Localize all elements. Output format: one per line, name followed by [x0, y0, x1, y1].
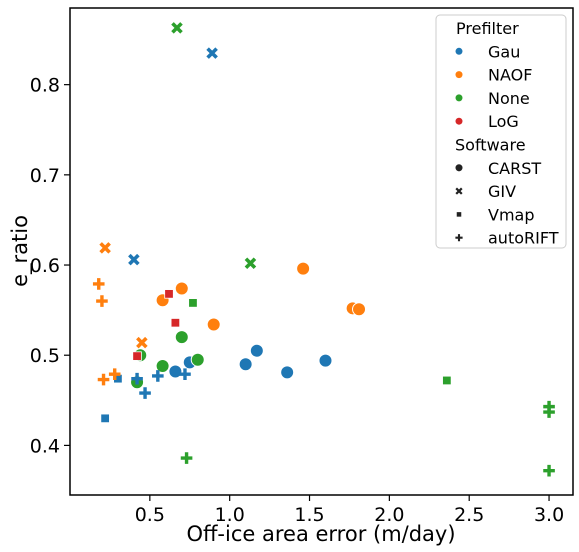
- x-axis-label: Off-ice area error (m/day): [186, 522, 455, 546]
- x-tick-label: 2.0: [374, 504, 404, 526]
- data-point-11: [352, 302, 367, 317]
- points-layer: [92, 22, 555, 477]
- x-axis-ticks: 0.5 1.0 1.5 2.0 2.5 3.0: [135, 495, 564, 526]
- legend-marker-gau: [455, 47, 463, 55]
- legend-label-autorift: autoRIFT: [488, 229, 559, 248]
- data-point-2: [238, 357, 253, 372]
- y-tick-label: 0.6: [30, 255, 60, 277]
- x-tick-label: 2.5: [454, 504, 484, 526]
- y-axis-label: e_ratio: [8, 215, 33, 287]
- data-point-34: [92, 278, 105, 290]
- data-point-25: [188, 298, 198, 308]
- x-tick-label: 1.0: [215, 504, 245, 526]
- data-point-38: [180, 452, 193, 464]
- data-point-29: [170, 318, 181, 328]
- data-point-36: [97, 373, 110, 386]
- legend-marker-none: [455, 94, 463, 102]
- x-tick-label: 3.0: [534, 504, 564, 526]
- data-point-18: [206, 47, 218, 59]
- legend-label-gau: Gau: [488, 42, 520, 61]
- y-tick-label: 0.4: [30, 435, 60, 457]
- y-tick-label: 0.8: [30, 75, 60, 97]
- legend-marker-autorift: [455, 234, 463, 242]
- legend-marker-log: [455, 117, 463, 125]
- data-point-35: [96, 295, 108, 307]
- data-point-19: [99, 242, 111, 254]
- y-axis-ticks: 0.4 0.5 0.6 0.7 0.8: [30, 75, 70, 457]
- legend-marker-giv: [455, 187, 463, 195]
- data-point-7: [174, 281, 189, 296]
- legend-label-giv: GIV: [488, 182, 516, 201]
- data-point-41: [543, 464, 555, 477]
- data-point-9: [296, 261, 311, 276]
- legend-label-naof: NAOF: [488, 66, 532, 85]
- data-point-20: [136, 336, 148, 349]
- legend-label-carst: CARST: [488, 159, 541, 178]
- legend-label-log: LoG: [488, 112, 519, 131]
- legend-items: Prefilter Gau NAOF None LoG Software CARST GIV V…: [454, 19, 559, 248]
- legend-title-prefilter: Prefilter: [456, 19, 519, 38]
- data-point-17: [128, 253, 140, 266]
- legend-marker-naof: [455, 71, 463, 79]
- data-point-31: [139, 387, 151, 399]
- data-point-3: [249, 343, 264, 358]
- data-point-28: [164, 289, 174, 299]
- x-tick-label: 1.5: [294, 504, 324, 526]
- legend-title-software: Software: [455, 136, 526, 155]
- data-point-27: [132, 351, 142, 361]
- data-point-1: [168, 364, 183, 379]
- y-tick-label: 0.5: [30, 345, 60, 367]
- legend: Prefilter Gau NAOF None LoG Software CARST GIV V…: [435, 14, 567, 249]
- data-point-4: [280, 365, 295, 380]
- legend-marker-vmap: [455, 211, 463, 218]
- data-point-14: [155, 359, 170, 374]
- legend-marker-carst: [454, 163, 464, 173]
- data-point-23: [100, 413, 110, 424]
- data-point-26: [442, 375, 452, 386]
- legend-label-none: None: [488, 89, 530, 108]
- data-point-5: [318, 353, 333, 368]
- data-point-8: [206, 317, 221, 332]
- data-point-15: [174, 330, 189, 345]
- data-point-37: [108, 368, 121, 380]
- data-point-40: [543, 406, 555, 418]
- legend-box: [435, 14, 567, 249]
- data-point-33: [179, 368, 191, 380]
- data-point-22: [244, 257, 257, 269]
- legend-label-vmap: Vmap: [488, 205, 535, 224]
- plot-frame: [69, 7, 574, 496]
- y-tick-label: 0.7: [30, 165, 60, 187]
- data-point-32: [152, 370, 164, 382]
- data-point-30: [131, 372, 143, 385]
- data-point-16: [190, 352, 205, 367]
- x-tick-label: 0.5: [135, 504, 165, 526]
- data-point-21: [171, 22, 183, 34]
